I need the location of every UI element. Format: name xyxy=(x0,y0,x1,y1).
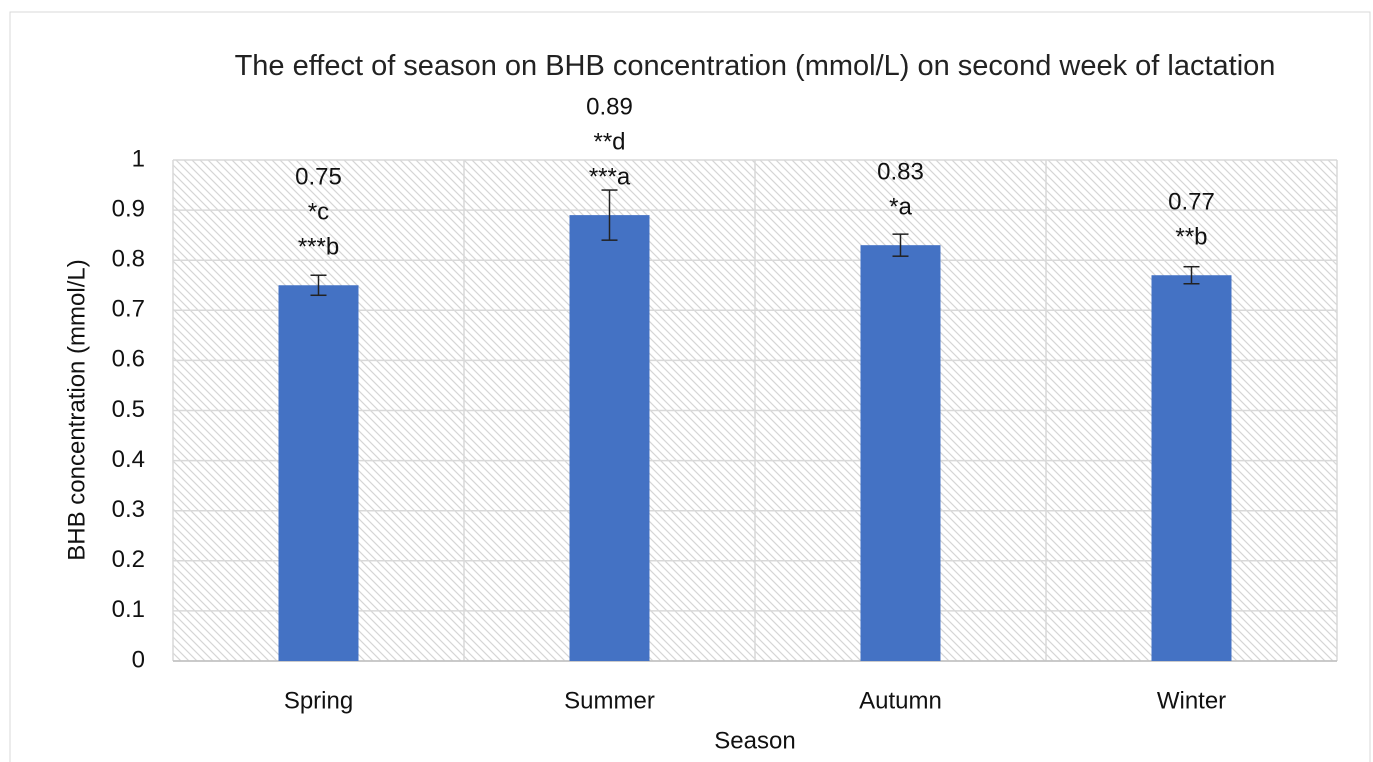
y-tick-label: 0.3 xyxy=(112,496,145,523)
bar xyxy=(569,215,650,662)
y-tick-label: 1 xyxy=(132,145,145,172)
y-tick-label: 0 xyxy=(132,646,145,673)
y-tick-label: 0.4 xyxy=(112,446,145,473)
y-tick-label: 0.2 xyxy=(112,546,145,573)
data-label: 0.83 xyxy=(877,159,924,186)
y-tick-label: 0.8 xyxy=(112,246,145,273)
bar xyxy=(1151,275,1232,661)
x-tick-label: Winter xyxy=(1157,687,1226,714)
annotation: *a xyxy=(889,194,912,221)
y-tick-label: 0.5 xyxy=(112,396,145,423)
data-label: 0.77 xyxy=(1168,189,1215,216)
annotation: *c xyxy=(308,199,329,226)
annotation: **d xyxy=(593,128,625,155)
bar xyxy=(860,245,941,662)
y-tick-label: 0.1 xyxy=(112,596,145,623)
chart-title: The effect of season on BHB concentratio… xyxy=(234,50,1276,82)
data-label: 0.75 xyxy=(295,164,342,191)
annotation: ***b xyxy=(298,234,339,261)
y-axis-label: BHB concentration (mmol/L) xyxy=(63,259,90,560)
annotation: **b xyxy=(1175,224,1207,251)
data-label: 0.89 xyxy=(586,93,633,120)
y-tick-label: 0.9 xyxy=(112,195,145,222)
y-tick-label: 0.7 xyxy=(112,296,145,323)
x-tick-label: Autumn xyxy=(859,687,942,714)
y-tick-label: 0.6 xyxy=(112,346,145,373)
bar xyxy=(278,285,359,661)
annotation: ***a xyxy=(589,163,631,190)
x-tick-label: Summer xyxy=(564,687,655,714)
x-axis-label: Season xyxy=(714,727,795,754)
chart-border xyxy=(9,11,1371,762)
x-tick-label: Spring xyxy=(284,687,353,714)
